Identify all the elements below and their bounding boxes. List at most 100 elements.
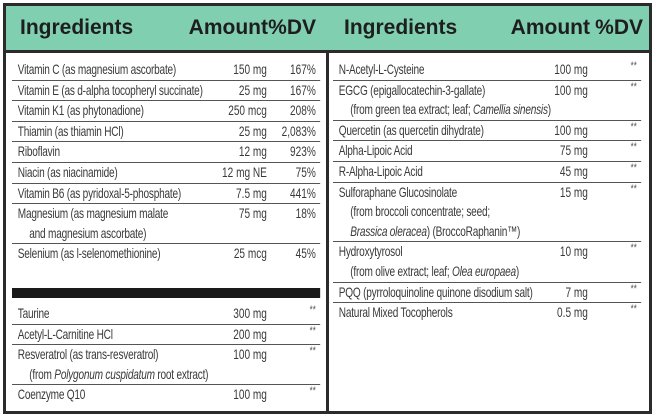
ingredient-row: Niacin (as niacinamide) 12 mg NE 75% [12,163,321,184]
ingredient-amount: 0.5 mg [557,304,588,321]
ingredient-amount: 100 mg [554,121,588,138]
ingredient-amount: 100 mg [554,81,588,98]
ingredient-amount: 15 mg [559,183,588,200]
ingredient-name: Thiamin (as thiamin HCl) [17,122,124,139]
ingredient-row: Thiamin (as thiamin HCl) 25 mg 2,083% [12,122,321,143]
ingredient-row: R-Alpha-Lipoic Acid 45 mg ** [333,161,642,183]
ingredient-dv: ** [630,282,637,295]
ingredient-row: Acetyl-L-Carnitine HCl 200 mg ** [12,324,321,346]
ingredient-dv: ** [630,161,637,174]
ingredient-amount: 100 mg [554,61,588,77]
right-column: N-Acetyl-L-Cysteine 100 mg ** EGCG (epigall… [333,60,642,323]
source-text-end: ) (BroccoRaphanin™) [426,222,521,239]
ingredient-dv: ** [630,182,637,195]
ingredient-amount: 45 mg [559,162,588,179]
ingredient-amount: 25 mg [238,81,267,98]
ingredient-dv: 45% [295,245,316,262]
ingredient-source: (from Polygonum cuspidatum root extract) [12,365,320,385]
ingredient-amount: 300 mg [233,304,267,321]
source-text: (from [29,365,55,382]
ingredient-row: Taurine 300 mg ** [12,303,321,325]
ingredient-amount: 200 mg [233,325,267,342]
ingredient-row: Coenzyme Q10 100 mg ** [12,385,320,405]
source-text-end: ) [547,101,551,118]
ingredient-source-line2: Brassica oleracea) (BroccoRaphanin™) [333,222,641,242]
ingredient-dv: ** [630,60,637,72]
ingredient-row: PQQ (pyrroloquinoline quinone disodium s… [333,282,642,304]
ingredient-dv: ** [630,303,637,316]
ingredient-name: Sulforaphane Glucosinolate [338,183,457,200]
source-species: Brassica oleracea [350,222,427,239]
ingredient-dv: 208% [290,102,316,119]
ingredient-name: Taurine [17,304,50,321]
header-amount-right: Amount [510,16,590,39]
source-text-end: root extract) [154,365,209,382]
ingredient-amount: 12 mg [238,143,267,160]
ingredient-name: Natural Mixed Tocopherols [338,304,453,321]
header-ingredients-left: Ingredients [20,16,134,39]
ingredient-name: Vitamin E (as d-alpha tocopheryl succina… [17,81,203,98]
ingredient-dv: 441% [290,184,316,201]
source-text-end: ) [515,262,520,279]
ingredient-dv: ** [630,80,637,93]
ingredient-row: Vitamin E (as d-alpha tocopheryl succina… [12,81,321,102]
ingredient-row: Vitamin C (as magnesium ascorbate) 150 mg… [12,60,321,81]
ingredient-row: Resveratrol (as trans-resveratrol) (from … [12,345,321,386]
header-ingredients-right: Ingredients [344,16,458,39]
ingredient-detail: and magnesium ascorbate) [29,224,147,241]
source-text: (from green tea extract; leaf; [350,101,474,118]
ingredient-name: Niacin (as niacinamide) [17,163,118,180]
ingredient-dv: 923% [290,143,316,160]
ingredient-source: (from green tea extract; leaf; Camellia … [333,100,641,120]
supplement-facts-table: Ingredients Amount %DV Ingredients Amoun… [3,3,652,414]
ingredient-amount: 150 mg [233,61,267,77]
ingredient-name: Hydroxytyrosol [338,243,403,260]
ingredient-name: Magnesium (as magnesium malate [17,205,169,222]
ingredient-name: Selenium (as l-selenomethionine) [17,245,161,262]
ingredient-name: Vitamin K1 (as phytonadione) [17,102,144,119]
ingredient-row: Magnesium (as magnesium malate and magnes… [12,204,321,245]
ingredient-dv: ** [630,141,637,154]
ingredient-row: Vitamin B6 (as pyridoxal-5-phosphate) 7.5… [12,184,321,205]
ingredient-amount: 7 mg [565,283,588,300]
ingredient-dv: ** [309,303,316,316]
ingredient-dv: 2,083% [281,122,316,139]
ingredient-row: Natural Mixed Tocopherols 0.5 mg ** [333,303,641,323]
ingredient-source: (from broccoli concentrate; seed; [333,202,641,222]
ingredient-source: (from olive extract; leaf; Olea europaea… [333,262,641,282]
source-text: (from olive extract; leaf; [350,262,453,279]
ingredient-row: Quercetin (as quercetin dihydrate) 100 mg… [333,121,642,142]
ingredient-dv: ** [309,385,316,398]
ingredient-name: Vitamin B6 (as pyridoxal-5-phosphate) [17,184,182,201]
header-dv-right: %DV [595,16,643,39]
ingredient-amount: 7.5 mg [236,184,267,201]
ingredient-dv: 167% [290,81,316,98]
ingredient-name: R-Alpha-Lipoic Acid [338,162,423,179]
ingredient-dv: ** [309,345,316,358]
left-column: Vitamin C (as magnesium ascorbate) 150 mg… [12,60,321,405]
ingredient-name: Riboflavin [17,143,60,160]
ingredient-dv: 167% [290,61,316,77]
ingredient-amount: 100 mg [233,386,267,403]
ingredient-row: EGCG (epigallocatechin-3-gallate) (from g… [333,80,642,121]
section-separator-bar [12,287,321,298]
ingredient-row: Vitamin K1 (as phytonadione) 250 mcg 208% [12,101,321,122]
ingredient-dv: ** [630,242,637,255]
ingredient-name: EGCG (epigallocatechin-3-gallate) [338,81,486,98]
ingredient-row: N-Acetyl-L-Cysteine 100 mg ** [333,60,642,81]
ingredient-dv: ** [309,324,316,337]
source-species: Olea europaea [452,262,516,279]
ingredient-amount: 75 mg [559,142,588,159]
ingredient-amount: 100 mg [233,346,267,363]
ingredient-name: Resveratrol (as trans-resveratrol) [17,346,159,363]
ingredient-dv: 18% [295,205,316,222]
ingredient-dv: 75% [295,163,316,180]
ingredient-amount: 12 mg NE [222,163,267,180]
ingredient-name: Alpha-Lipoic Acid [338,142,413,159]
ingredient-amount: 250 mcg [228,102,267,119]
source-species: Camellia sinensis [473,101,548,118]
ingredient-row: Riboflavin 12 mg 923% [12,142,321,163]
ingredient-name: Quercetin (as quercetin dihydrate) [338,121,484,138]
table-header: Ingredients Amount %DV Ingredients Amoun… [6,6,649,53]
column-divider [326,50,329,411]
